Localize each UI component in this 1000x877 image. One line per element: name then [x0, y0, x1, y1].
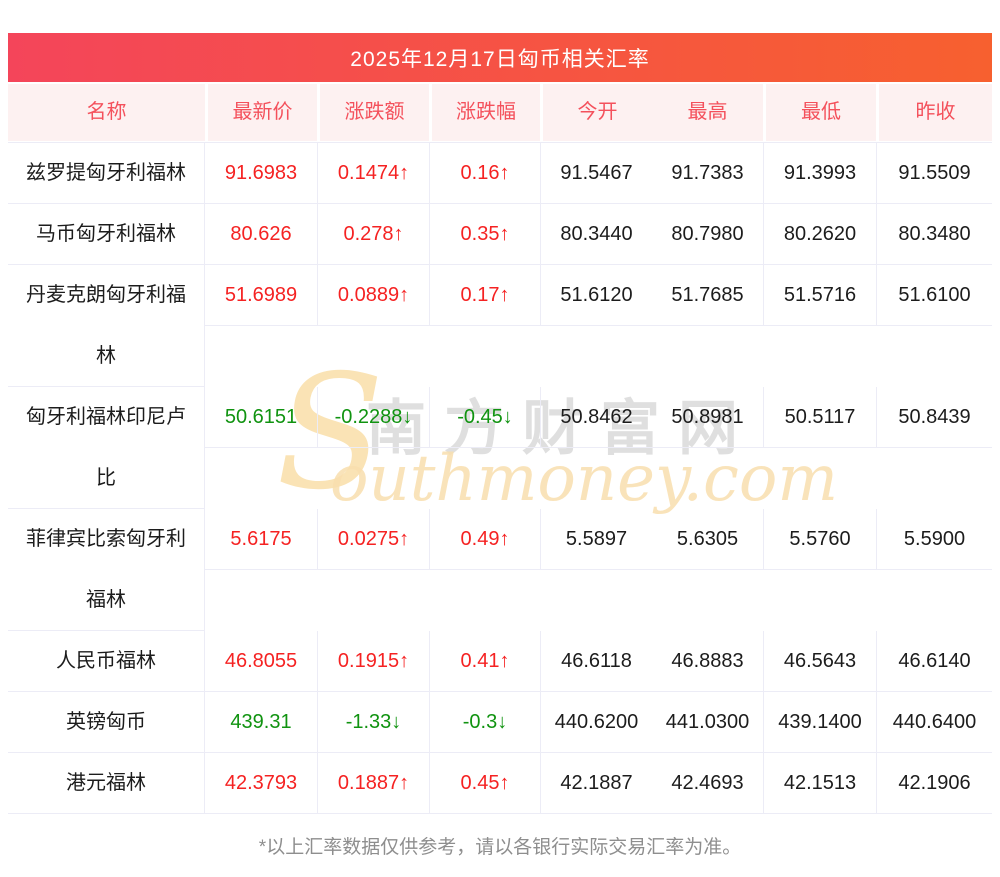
open-price: 91.5467 — [540, 143, 652, 204]
change-amount: 0.1915↑ — [317, 631, 429, 692]
currency-pair-name: 马币匈牙利福林 — [8, 204, 205, 265]
table-row: 马币匈牙利福林 80.626 0.278↑ 0.35↑ 80.3440 80.7… — [8, 204, 992, 265]
disclaimer-note: *以上汇率数据仅供参考，请以各银行实际交易汇率为准。 — [258, 837, 742, 858]
change-amount: -1.33↓ — [317, 692, 429, 753]
latest-price: 42.3793 — [205, 753, 317, 814]
table-row: 匈牙利福林印尼卢比 50.6151 -0.2288↓ -0.45↓ 50.846… — [8, 387, 992, 509]
open-price: 80.3440 — [540, 204, 652, 265]
column-header-high: 最高 — [652, 84, 763, 141]
low-price: 80.2620 — [763, 204, 876, 265]
column-header-low: 最低 — [763, 84, 876, 141]
currency-pair-name: 丹麦克朗匈牙利福林 — [8, 265, 205, 387]
table-row: 丹麦克朗匈牙利福林 51.6989 0.0889↑ 0.17↑ 51.6120 … — [8, 265, 992, 387]
open-price: 440.6200 — [540, 692, 652, 753]
currency-pair-name: 港元福林 — [8, 753, 205, 814]
change-percent: 0.17↑ — [429, 265, 540, 326]
currency-pair-name: 匈牙利福林印尼卢比 — [8, 387, 205, 509]
open-price: 50.8462 — [540, 387, 652, 448]
column-header-latest: 最新价 — [205, 84, 317, 141]
change-percent: 0.45↑ — [429, 753, 540, 814]
high-price: 46.8883 — [652, 631, 763, 692]
latest-price: 46.8055 — [205, 631, 317, 692]
column-header-change: 涨跌额 — [317, 84, 429, 141]
latest-price: 80.626 — [205, 204, 317, 265]
latest-price: 5.6175 — [205, 509, 317, 570]
page-title: 2025年12月17日匈币相关汇率 — [350, 47, 650, 71]
latest-price: 51.6989 — [205, 265, 317, 326]
prev-close-price: 42.1906 — [876, 753, 992, 814]
column-header-change-pct: 涨跌幅 — [429, 84, 540, 141]
low-price: 42.1513 — [763, 753, 876, 814]
exchange-rates-table: 名称 最新价 涨跌额 涨跌幅 今开 最高 最低 昨收 兹罗提匈牙利福林 91.6… — [8, 84, 992, 814]
page-title-banner: 2025年12月17日匈币相关汇率 — [8, 33, 992, 82]
open-price: 51.6120 — [540, 265, 652, 326]
column-header-name: 名称 — [8, 84, 205, 141]
high-price: 80.7980 — [652, 204, 763, 265]
prev-close-price: 80.3480 — [876, 204, 992, 265]
change-amount: 0.1887↑ — [317, 753, 429, 814]
change-percent: 0.16↑ — [429, 143, 540, 204]
change-percent: -0.3↓ — [429, 692, 540, 753]
high-price: 91.7383 — [652, 143, 763, 204]
table-header-row: 名称 最新价 涨跌额 涨跌幅 今开 最高 最低 昨收 — [8, 84, 992, 141]
change-amount: -0.2288↓ — [317, 387, 429, 448]
change-amount: 0.1474↑ — [317, 143, 429, 204]
low-price: 46.5643 — [763, 631, 876, 692]
table-row: 英镑匈币 439.31 -1.33↓ -0.3↓ 440.6200 441.03… — [8, 692, 992, 753]
table-row: 港元福林 42.3793 0.1887↑ 0.45↑ 42.1887 42.46… — [8, 753, 992, 814]
high-price: 42.4693 — [652, 753, 763, 814]
low-price: 5.5760 — [763, 509, 876, 570]
change-percent: -0.45↓ — [429, 387, 540, 448]
low-price: 50.5117 — [763, 387, 876, 448]
low-price: 439.1400 — [763, 692, 876, 753]
prev-close-price: 51.6100 — [876, 265, 992, 326]
latest-price: 91.6983 — [205, 143, 317, 204]
high-price: 50.8981 — [652, 387, 763, 448]
currency-pair-name: 人民币福林 — [8, 631, 205, 692]
low-price: 51.5716 — [763, 265, 876, 326]
prev-close-price: 46.6140 — [876, 631, 992, 692]
table-row: 菲律宾比索匈牙利福林 5.6175 0.0275↑ 0.49↑ 5.5897 5… — [8, 509, 992, 631]
table-row: 兹罗提匈牙利福林 91.6983 0.1474↑ 0.16↑ 91.5467 9… — [8, 143, 992, 204]
low-price: 91.3993 — [763, 143, 876, 204]
prev-close-price: 5.5900 — [876, 509, 992, 570]
table-row: 人民币福林 46.8055 0.1915↑ 0.41↑ 46.6118 46.8… — [8, 631, 992, 692]
currency-pair-name: 兹罗提匈牙利福林 — [8, 143, 205, 204]
open-price: 5.5897 — [540, 509, 652, 570]
prev-close-price: 440.6400 — [876, 692, 992, 753]
latest-price: 439.31 — [205, 692, 317, 753]
change-amount: 0.0889↑ — [317, 265, 429, 326]
prev-close-price: 91.5509 — [876, 143, 992, 204]
high-price: 51.7685 — [652, 265, 763, 326]
prev-close-price: 50.8439 — [876, 387, 992, 448]
high-price: 5.6305 — [652, 509, 763, 570]
change-percent: 0.49↑ — [429, 509, 540, 570]
currency-pair-name: 英镑匈币 — [8, 692, 205, 753]
column-header-prev-close: 昨收 — [876, 84, 992, 141]
change-amount: 0.278↑ — [317, 204, 429, 265]
high-price: 441.0300 — [652, 692, 763, 753]
latest-price: 50.6151 — [205, 387, 317, 448]
change-percent: 0.35↑ — [429, 204, 540, 265]
open-price: 46.6118 — [540, 631, 652, 692]
change-percent: 0.41↑ — [429, 631, 540, 692]
table-body: 兹罗提匈牙利福林 91.6983 0.1474↑ 0.16↑ 91.5467 9… — [8, 142, 992, 814]
column-header-open: 今开 — [540, 84, 652, 141]
currency-pair-name: 菲律宾比索匈牙利福林 — [8, 509, 205, 631]
change-amount: 0.0275↑ — [317, 509, 429, 570]
open-price: 42.1887 — [540, 753, 652, 814]
